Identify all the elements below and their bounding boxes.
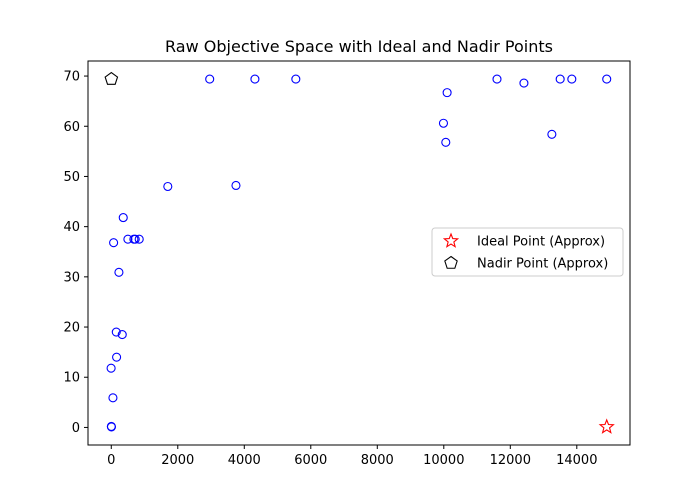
data-point bbox=[123, 234, 133, 244]
data-point bbox=[163, 181, 173, 192]
data-point bbox=[547, 129, 557, 139]
data-point bbox=[112, 352, 122, 362]
y-tick-label: 60 bbox=[63, 120, 80, 135]
legend-pentagon-icon bbox=[444, 255, 458, 269]
chart-title: Raw Objective Space with Ideal and Nadir… bbox=[165, 37, 553, 56]
plot-frame bbox=[87, 60, 631, 446]
data-point bbox=[117, 330, 127, 340]
legend-label: Nadir Point (Approx) bbox=[477, 257, 608, 272]
legend-box bbox=[431, 227, 624, 277]
ideal-point-marker bbox=[598, 418, 615, 434]
data-point bbox=[602, 74, 612, 84]
nadir-point-marker bbox=[104, 71, 119, 85]
data-point bbox=[114, 267, 124, 277]
data-point bbox=[134, 234, 144, 244]
data-point bbox=[519, 78, 529, 88]
x-tick-label: 0 bbox=[107, 453, 115, 468]
data-point bbox=[205, 74, 215, 84]
y-tick-label: 30 bbox=[63, 270, 80, 285]
x-tick-label: 10000 bbox=[423, 453, 464, 468]
legend-star-icon bbox=[442, 232, 460, 248]
y-tick-label: 50 bbox=[63, 170, 80, 185]
y-tick-label: 10 bbox=[63, 371, 80, 386]
data-point bbox=[231, 180, 241, 191]
y-tick-label: 20 bbox=[63, 321, 80, 336]
x-tick-label: 12000 bbox=[490, 453, 531, 468]
data-point bbox=[438, 118, 449, 128]
data-point bbox=[106, 363, 116, 373]
x-tick-label: 14000 bbox=[556, 453, 597, 468]
data-point bbox=[118, 213, 128, 223]
axis-ticks: 0 2000 4000 6000 8000 10000 12000 14000 0 10 20 30 4… bbox=[63, 70, 597, 468]
data-point bbox=[130, 234, 140, 244]
y-tick-label: 70 bbox=[63, 70, 80, 85]
x-tick-label: 4000 bbox=[228, 453, 261, 468]
y-tick-label: 0 bbox=[72, 421, 80, 436]
data-point bbox=[441, 137, 451, 147]
x-tick-label: 6000 bbox=[294, 453, 327, 468]
data-point bbox=[442, 88, 452, 98]
data-point bbox=[291, 74, 301, 84]
data-point bbox=[108, 393, 118, 403]
data-points bbox=[104, 71, 615, 434]
y-tick-label: 40 bbox=[63, 220, 80, 235]
data-point bbox=[555, 74, 565, 84]
data-point bbox=[111, 327, 121, 337]
data-point bbox=[492, 74, 502, 84]
data-point bbox=[567, 74, 577, 84]
legend: Ideal Point (Approx) Nadir Point (Approx) bbox=[431, 227, 624, 277]
data-point bbox=[109, 238, 119, 248]
x-tick-label: 8000 bbox=[361, 453, 394, 468]
data-point bbox=[106, 422, 116, 432]
data-point bbox=[250, 74, 260, 84]
x-tick-label: 2000 bbox=[161, 453, 194, 468]
legend-label: Ideal Point (Approx) bbox=[477, 235, 605, 250]
